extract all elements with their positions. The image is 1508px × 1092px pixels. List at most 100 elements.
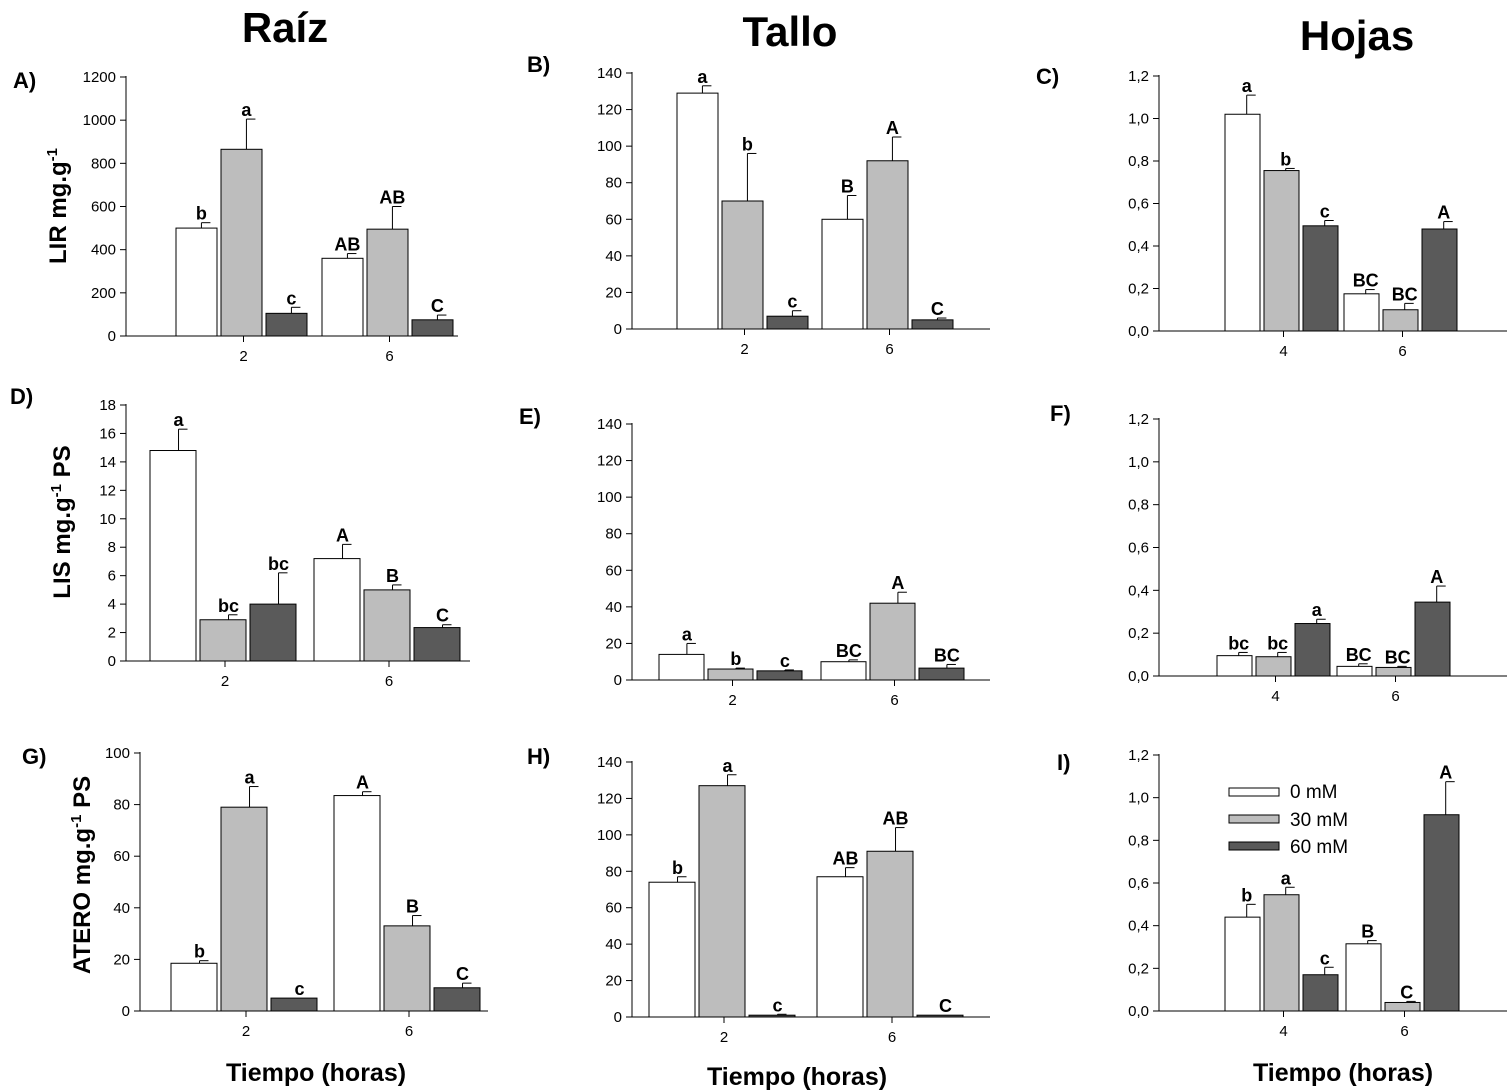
y-tick-label: 40 xyxy=(605,936,622,953)
significance-label: b xyxy=(194,942,205,962)
significance-label: b xyxy=(1241,885,1252,905)
bar-30mm xyxy=(707,668,754,681)
bar-30mm xyxy=(869,602,916,681)
significance-label: BC xyxy=(1385,647,1411,667)
bar-60mm xyxy=(748,1014,796,1018)
y-tick-label: 0,4 xyxy=(1128,582,1149,599)
significance-label: bc xyxy=(268,554,289,574)
y-tick-label: 6 xyxy=(108,568,116,585)
bar-30mm xyxy=(698,785,746,1018)
x-tick-label: 6 xyxy=(890,692,898,709)
significance-label: c xyxy=(295,979,305,999)
y-axis-title-lis: LIS mg.g-1 PS xyxy=(48,445,76,598)
x-axis-title-hojas: Tiempo (horas) xyxy=(1253,1059,1433,1087)
panel-a: A) 0 200 400 600 800 1000 1200 2 b a c 6 AB AB C xyxy=(13,68,458,365)
significance-label: b xyxy=(672,858,683,878)
significance-label: a xyxy=(174,410,185,430)
panel-f: F) 0,0 0,2 0,4 0,6 0,8 1,0 1,2 4 bc bc a 6 BC BC A xyxy=(1050,401,1507,705)
y-tick-label: 0 xyxy=(108,653,116,670)
significance-label: bc xyxy=(1228,633,1249,653)
significance-label: A xyxy=(1430,567,1443,587)
y-axis-title-lir: LIR mg.g-1 xyxy=(44,148,72,264)
bar-30mm xyxy=(383,925,431,1012)
y-tick-label: 60 xyxy=(113,848,130,865)
y-axis-title-atero: ATERO mg.g-1 PS xyxy=(68,776,96,974)
bar-30mm xyxy=(1263,170,1300,332)
significance-label: a xyxy=(723,756,734,776)
significance-label: C xyxy=(1400,982,1413,1002)
significance-label: C xyxy=(436,606,449,626)
bar-0mm xyxy=(1336,665,1373,677)
x-tick-label: 6 xyxy=(385,673,393,690)
y-tick-label: 0 xyxy=(108,328,116,345)
bar-30mm xyxy=(366,228,409,337)
x-tick-label: 2 xyxy=(728,692,736,709)
y-tick-label: 120 xyxy=(597,453,622,470)
y-tick-label: 0,8 xyxy=(1128,497,1149,514)
significance-label: a xyxy=(697,67,708,87)
y-tick-label: 0,6 xyxy=(1128,875,1149,892)
y-tick-label: 0 xyxy=(614,1009,622,1026)
x-tick-label: 2 xyxy=(242,1023,250,1040)
significance-label: BC xyxy=(1392,284,1418,304)
y-tick-label: 1,2 xyxy=(1128,747,1149,764)
bar-60mm xyxy=(1302,974,1339,1012)
y-tick-label: 60 xyxy=(605,562,622,579)
significance-label: a xyxy=(241,100,252,120)
bar-60mm xyxy=(270,997,318,1012)
bar-0mm xyxy=(313,558,361,662)
significance-label: AB xyxy=(379,188,405,208)
x-tick-label: 2 xyxy=(221,673,229,690)
y-tick-label: 1,0 xyxy=(1128,790,1149,807)
panel-g: G) 0 20 40 60 80 100 2 b a c 6 A B C xyxy=(22,744,488,1040)
y-tick-label: 0,8 xyxy=(1128,832,1149,849)
legend-label-0mm: 0 mM xyxy=(1290,782,1338,803)
bar-30mm xyxy=(1375,666,1412,677)
bar-60mm xyxy=(918,667,965,681)
y-tick-label: 0,2 xyxy=(1128,960,1149,977)
y-tick-label: 20 xyxy=(113,951,130,968)
panel-letter: G) xyxy=(22,744,46,769)
x-tick-label: 2 xyxy=(720,1029,728,1046)
panel-b: B) 0 20 40 60 80 100 120 140 2 a b c 6 B A C xyxy=(527,52,990,358)
bar-30mm xyxy=(1384,1001,1421,1012)
legend-label-60mm: 60 mM xyxy=(1290,837,1348,858)
y-tick-label: 140 xyxy=(597,416,622,433)
y-tick-label: 40 xyxy=(113,900,130,917)
significance-label: AB xyxy=(833,849,859,869)
y-tick-label: 0,4 xyxy=(1128,918,1149,935)
panel-c: C) 0,0 0,2 0,4 0,6 0,8 1,0 1,2 4 a b c 6 BC BC A xyxy=(1036,64,1507,360)
y-tick-label: 40 xyxy=(605,248,622,265)
significance-label: a xyxy=(245,768,256,788)
y-tick-label: 140 xyxy=(597,754,622,771)
bar-0mm xyxy=(658,653,705,681)
bar-30mm xyxy=(363,589,411,662)
y-tick-label: 200 xyxy=(91,285,116,302)
y-tick-label: 120 xyxy=(597,790,622,807)
bar-60mm xyxy=(413,627,461,662)
significance-label: B xyxy=(406,897,419,917)
legend-label-30mm: 30 mM xyxy=(1290,810,1348,831)
panel-letter: F) xyxy=(1050,401,1071,426)
panel-letter: B) xyxy=(527,52,550,77)
y-tick-label: 140 xyxy=(597,65,622,82)
significance-label: BC xyxy=(934,645,960,665)
bar-0mm xyxy=(816,876,864,1018)
bar-60mm xyxy=(1421,228,1458,332)
y-tick-label: 0,0 xyxy=(1128,323,1149,340)
significance-label: c xyxy=(1320,948,1330,968)
bar-60mm xyxy=(265,312,308,337)
significance-label: A xyxy=(886,118,899,138)
bar-30mm xyxy=(220,806,268,1012)
x-tick-label: 6 xyxy=(885,341,893,358)
significance-label: BC xyxy=(1346,645,1372,665)
significance-label: a xyxy=(1281,868,1292,888)
x-tick-label: 6 xyxy=(1400,1023,1408,1040)
bar-0mm xyxy=(821,218,864,330)
significance-label: A xyxy=(1437,203,1450,223)
y-tick-label: 0 xyxy=(122,1003,130,1020)
significance-label: a xyxy=(1242,76,1253,96)
y-tick-label: 0,2 xyxy=(1128,281,1149,298)
y-tick-label: 40 xyxy=(605,599,622,616)
significance-label: C xyxy=(431,296,444,316)
